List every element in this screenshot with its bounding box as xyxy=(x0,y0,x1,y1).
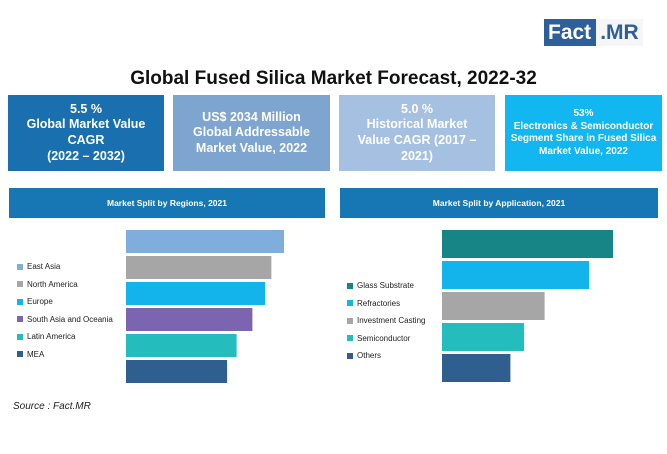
bar-investment-casting xyxy=(442,292,545,320)
factmr-logo: Fact .MR xyxy=(544,19,643,46)
legend-item-europe: Europe xyxy=(17,293,113,311)
legend-label: Refractories xyxy=(357,298,401,308)
regions-chart-header: Market Split by Regions, 2021 xyxy=(9,188,325,218)
legend-swatch xyxy=(347,352,353,359)
bar-mea xyxy=(126,360,228,383)
legend-swatch xyxy=(347,335,353,342)
legend-item-refractories: Refractories xyxy=(347,295,425,313)
legend-swatch xyxy=(17,333,23,340)
legend-label: Semiconductor xyxy=(357,333,411,343)
legend-item-north-america: North America xyxy=(17,276,113,294)
legend-label: East Asia xyxy=(27,262,61,272)
stat-card-cagr-text: 5.5 % Global Market Value CAGR (2022 – 2… xyxy=(26,101,146,163)
legend-swatch xyxy=(347,282,353,289)
legend-label: MEA xyxy=(27,349,45,359)
stat-card-segment-share: 53% Electronics & Semiconductor Segment … xyxy=(505,95,662,171)
stat-card-market-value: US$ 2034 Million Global Addressable Mark… xyxy=(173,95,330,171)
legend-item-investment-casting: Investment Casting xyxy=(347,312,425,330)
stat-card-historical-cagr-text: 5.0 % Historical Market Value CAGR (2017… xyxy=(357,101,477,163)
application-bar-chart xyxy=(442,230,613,382)
bar-south-asia-and-oceania xyxy=(126,308,253,331)
legend-swatch xyxy=(17,351,23,358)
legend-swatch xyxy=(17,316,23,323)
legend-label: Investment Casting xyxy=(357,316,426,326)
legend-label: Europe xyxy=(27,297,53,307)
legend-item-mea: MEA xyxy=(17,346,113,364)
bar-refractories xyxy=(442,261,590,289)
legend-item-semiconductor: Semiconductor xyxy=(347,330,425,348)
legend-item-others: Others xyxy=(347,347,425,365)
legend-swatch xyxy=(17,298,23,305)
bar-others xyxy=(442,354,511,382)
bar-east-asia xyxy=(126,230,284,253)
regions-bar-chart xyxy=(126,230,284,383)
bar-europe xyxy=(126,282,266,305)
application-legend: Glass Substrate Refractories Investment Ca… xyxy=(347,277,425,365)
stat-card-segment-share-text: 53% Electronics & Semiconductor Segment … xyxy=(510,108,657,157)
bar-latin-america xyxy=(126,334,237,357)
legend-swatch xyxy=(17,263,23,270)
legend-item-latin-america: Latin America xyxy=(17,328,113,346)
regions-legend: East Asia North America Europe South Asia a… xyxy=(17,258,113,363)
legend-swatch xyxy=(347,317,353,324)
legend-item-east-asia: East Asia xyxy=(17,258,113,276)
legend-label: Latin America xyxy=(27,332,76,342)
legend-swatch xyxy=(17,281,23,288)
legend-label: Glass Substrate xyxy=(357,281,414,291)
application-chart-header: Market Split by Application, 2021 xyxy=(340,188,658,218)
logo-mr-text: .MR xyxy=(596,19,643,46)
bar-glass-substrate xyxy=(442,230,613,258)
source-note: Source : Fact.MR xyxy=(13,401,91,412)
legend-label: Others xyxy=(357,351,382,361)
legend-item-glass-substrate: Glass Substrate xyxy=(347,277,425,295)
legend-label: South Asia and Oceania xyxy=(27,314,113,324)
legend-label: North America xyxy=(27,279,78,289)
stat-card-market-value-text: US$ 2034 Million Global Addressable Mark… xyxy=(193,109,310,155)
page-title: Global Fused Silica Market Forecast, 202… xyxy=(130,68,537,89)
logo-fact-text: Fact xyxy=(544,19,597,46)
legend-swatch xyxy=(347,300,353,307)
legend-item-south-asia-and-oceania: South Asia and Oceania xyxy=(17,311,113,329)
stat-card-historical-cagr: 5.0 % Historical Market Value CAGR (2017… xyxy=(339,95,495,171)
stat-card-cagr: 5.5 % Global Market Value CAGR (2022 – 2… xyxy=(8,95,164,171)
bar-north-america xyxy=(126,256,272,279)
bar-semiconductor xyxy=(442,323,525,351)
